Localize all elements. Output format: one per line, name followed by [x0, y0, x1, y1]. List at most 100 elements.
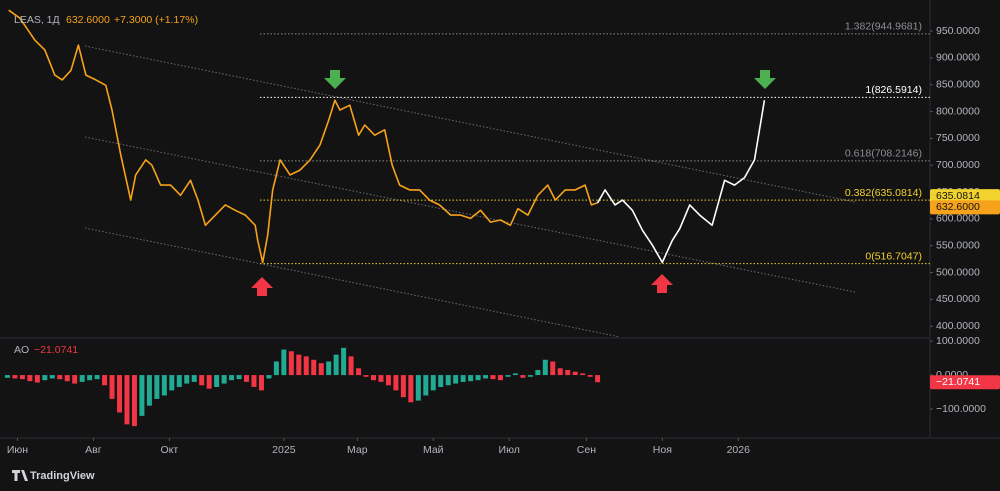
ao-bar [229, 375, 235, 381]
ao-bar [565, 369, 571, 376]
ao-bar [57, 375, 63, 380]
marks: 1.382(944.9681) 1(826.5914) 0.618(708.2146… [4, 9, 930, 427]
channel-line [84, 136, 856, 293]
y-tick-label: 450.0000 [936, 293, 980, 305]
ao-bar [296, 354, 302, 376]
ao-bar [87, 375, 93, 381]
ao-bar [520, 375, 526, 378]
down-arrow [754, 70, 776, 89]
ao-bar [64, 375, 70, 382]
ao-bar [333, 354, 339, 376]
ao-bar [348, 356, 354, 376]
ao-bar [550, 361, 556, 376]
y-tick-label: 850.0000 [936, 79, 980, 91]
y-tick-label: 100.0000 [936, 335, 980, 347]
y-tick-label: 550.0000 [936, 240, 980, 252]
ao-bar [415, 375, 421, 401]
x-tick-label: Сен [577, 444, 596, 456]
ao-bar [318, 363, 324, 376]
ao-bar [378, 375, 384, 382]
change: +7.3000 (+1.17%) [114, 14, 198, 26]
ao-bar [542, 359, 548, 376]
y-tick-label: 750.0000 [936, 132, 980, 144]
ao-bar [199, 375, 205, 386]
ao-bar [326, 361, 332, 376]
ao-bar [580, 373, 586, 376]
ao-bar [72, 375, 78, 384]
ao-bar [214, 375, 220, 387]
fib-tag: 635.0814 [936, 190, 980, 202]
last-price-tag: 632.6000 [936, 201, 980, 213]
x-tick-label: Мар [347, 444, 368, 456]
ao-bar [117, 375, 123, 413]
ao-bar [236, 375, 242, 380]
fib-label: 0.618(708.2146) [845, 148, 922, 160]
ao-bar [79, 375, 85, 382]
ao-bar [94, 375, 100, 380]
ao-bar [430, 375, 436, 391]
ao-bar [468, 375, 474, 382]
ao-bar [244, 375, 250, 382]
ao-bar [34, 375, 40, 383]
ao-bar [131, 375, 137, 427]
price-line [8, 9, 598, 264]
ao-bar [4, 375, 10, 378]
ao-bar [266, 375, 272, 379]
ao-bar [124, 375, 130, 425]
ao-bar [161, 375, 167, 396]
ao-bar [12, 375, 18, 379]
fib-label: 0.382(635.0814) [845, 187, 922, 199]
ao-tag-bg [930, 375, 1000, 390]
ao-bar [572, 371, 578, 376]
ao-bar [557, 368, 563, 376]
ao-bar [258, 375, 264, 391]
ao-bar [512, 373, 518, 376]
ao-bar [385, 375, 391, 386]
x-tick-label: Июл [499, 444, 520, 456]
ao-bar [19, 375, 25, 380]
ao-bar [445, 375, 451, 386]
logo-icon [12, 470, 28, 481]
ao-bar [288, 351, 294, 376]
ao-bar [587, 375, 593, 377]
ao-bar [483, 375, 489, 379]
symbol: LEAS, 1Д [14, 14, 60, 26]
up-arrow [651, 274, 673, 293]
ao-bar [363, 375, 369, 377]
ao-bar [176, 375, 182, 387]
ao-bar [139, 375, 145, 416]
x-tick-label: Авг [85, 444, 102, 456]
ao-bar [206, 375, 212, 389]
last-price: 632.6000 [66, 14, 110, 26]
price-line [596, 100, 766, 264]
branding: TradingView [30, 470, 95, 482]
ao-bar [251, 375, 257, 387]
x-tick-label: Окт [160, 444, 178, 456]
ao-bar [281, 349, 287, 376]
ao-bar [102, 375, 108, 386]
arrows [251, 70, 776, 296]
y-tick-label: 700.0000 [936, 159, 980, 171]
ao-bar [221, 375, 227, 384]
ao-bar [475, 375, 481, 381]
channel [84, 45, 856, 338]
ao-bar [453, 375, 459, 384]
ao-bar [527, 375, 533, 377]
ao-bar [408, 375, 414, 403]
ao-bar [535, 369, 541, 376]
x-tick-label: 2026 [727, 444, 751, 456]
ao-bar [341, 347, 347, 376]
ao-bar [191, 375, 197, 382]
ao-bar [49, 375, 55, 379]
y-tick-label: 800.0000 [936, 105, 980, 117]
x-tick-label: Ноя [653, 444, 672, 456]
ao-bar [42, 375, 48, 381]
ao-bar [311, 359, 317, 376]
ao-bar [27, 375, 33, 382]
fib-label: 1.382(944.9681) [845, 21, 922, 33]
fib-label: 0(516.7047) [865, 250, 922, 262]
ao-bar [393, 375, 399, 391]
ao-bar [356, 368, 362, 376]
ao-bar [595, 375, 601, 383]
